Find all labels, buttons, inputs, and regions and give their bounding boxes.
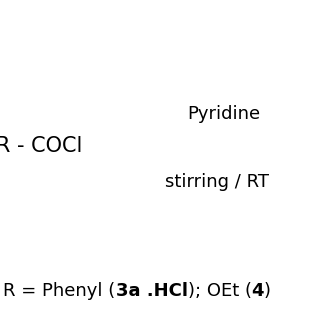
Text: 3a .HCl: 3a .HCl [115, 282, 188, 300]
Text: stirring / RT: stirring / RT [165, 173, 269, 191]
Text: 4: 4 [252, 282, 264, 300]
Text: ); OEt (: ); OEt ( [188, 282, 252, 300]
Text: ): ) [264, 282, 271, 300]
Text: R = Phenyl (: R = Phenyl ( [3, 282, 115, 300]
Text: Pyridine: Pyridine [187, 105, 260, 123]
Text: R - COCl: R - COCl [0, 137, 83, 156]
